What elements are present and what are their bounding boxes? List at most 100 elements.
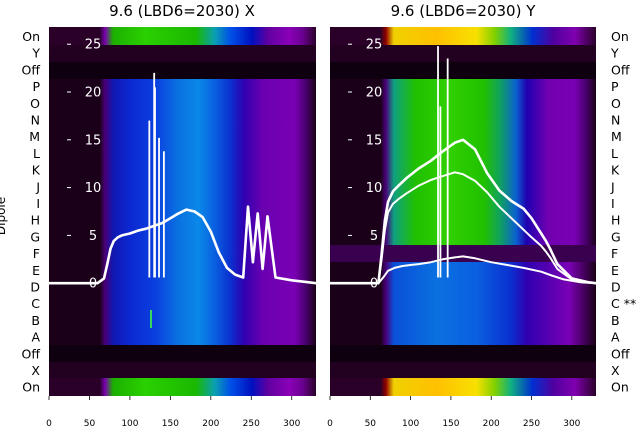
x-tick-label: 250 [243,419,260,429]
heat-band-e [330,245,596,262]
dipole-label: O [30,96,40,111]
heat-band-on-bottom [49,378,316,396]
heat-band-off-top [330,62,596,79]
dipole-label: P [611,79,619,94]
x-tick-label: 100 [121,419,138,429]
x-tick-label: 150 [162,419,179,429]
title-x: 9.6 (LBD6=2030) X [109,2,255,20]
heat-band-on-top [49,27,316,45]
dipole-label: B [31,313,40,328]
overlay-ticks-x: 0 5 10 15 20 25 [67,38,101,292]
dipole-label: Y [610,46,619,61]
dipole-label: I [611,196,615,211]
dipole-label: N [31,113,40,128]
dipole-label: Off [611,62,630,77]
dipole-label: I [36,196,40,211]
dipole-label: J [610,179,615,194]
overlay-tick-label: 15 [85,133,102,148]
heat-band-y [330,45,596,62]
heat-band-on-bottom [330,378,596,396]
dipole-label: O [611,96,621,111]
heat-band-off-top [49,62,316,79]
dipole-label: Off [22,346,41,361]
heat-band-on-top [330,27,596,45]
overlay-tick-label: 20 [85,86,102,101]
x-tick-label: 300 [283,419,300,429]
dipole-label: K [611,163,620,178]
dipole-label: M [29,129,40,144]
overlay-curve [49,205,316,285]
dipole-label: J [35,179,40,194]
heat-band-y [49,45,316,62]
dipole-label: On [611,29,629,44]
overlay-tick-label: 10 [366,181,383,196]
dipole-label: N [611,113,620,128]
dipole-label: Off [22,62,41,77]
title-y: 9.6 (LBD6=2030) Y [391,2,537,20]
dipole-label: C ** [611,296,636,311]
overlay-curve [330,138,596,285]
dipole-label: P [32,79,40,94]
heat-column-vertical-line [150,310,152,328]
dipole-label: H [611,213,620,228]
overlay-curve [330,171,596,285]
dipole-label: M [611,129,622,144]
dipole-label: D [30,280,40,295]
dipole-label: C [31,296,40,311]
x-ticks-y: 0 50 100 150 200 250 300 [327,396,581,429]
x-tick-label: 300 [563,419,580,429]
dipole-label: D [611,280,621,295]
dipole-label: E [611,263,619,278]
dipole-label: L [611,146,618,161]
dipole-label: A [31,330,40,345]
dipole-label: X [611,363,620,378]
dipole-label: F [611,246,618,261]
overlay-tick-label: 0 [89,277,97,292]
overlay-curves-y [330,46,596,285]
dipole-label: B [611,313,620,328]
heat-band-upper-dipoles [330,79,596,245]
y-axis-label: Dipole [0,197,8,235]
overlay-tick-label: 15 [366,133,383,148]
x-tick-label: 250 [523,419,540,429]
heat-band-x [330,362,596,378]
dipole-label: Y [31,46,40,61]
heat-band-off-bottom [49,345,316,362]
x-tick-label: 0 [46,419,52,429]
dipole-label: K [32,163,41,178]
dipole-label: On [22,29,40,44]
dipole-label: E [32,263,40,278]
x-tick-label: 150 [442,419,459,429]
overlay-tick-label: 5 [89,229,97,244]
heatmap-panel-x: 0 50 100 150 200 250 300 0 5 10 15 20 25 [46,27,316,429]
heat-band-x [49,362,316,378]
overlay-tick-label: 10 [85,181,102,196]
dipole-label: Off [611,346,630,361]
overlay-curve [330,255,596,285]
dipole-label: H [31,213,40,228]
overlay-tick-label: 5 [370,229,378,244]
overlay-tick-label: 20 [366,86,383,101]
x-tick-label: 200 [483,419,500,429]
x-tick-label: 200 [202,419,219,429]
x-tick-label: 50 [365,419,377,429]
overlay-tick-label: 25 [85,38,102,53]
dipole-label: On [22,380,40,395]
dipole-label: X [31,363,40,378]
heat-band-off-bottom [330,345,596,362]
dipole-label: On [611,380,629,395]
overlay-curves-x [49,72,316,285]
overlay-tick-label: 25 [366,38,383,53]
dipole-label: G [30,229,40,244]
overlay-ticks-y: 0 5 10 15 20 25 [348,38,382,292]
x-tick-label: 50 [84,419,96,429]
dipole-label: L [33,146,40,161]
heat-band-lower-dipoles [330,262,596,345]
heatmap-panel-y: 0 50 100 150 200 250 300 0 5 10 15 20 25 [327,27,596,429]
dipole-label: F [33,246,40,261]
x-tick-label: 0 [327,419,333,429]
dipole-label: G [611,229,621,244]
